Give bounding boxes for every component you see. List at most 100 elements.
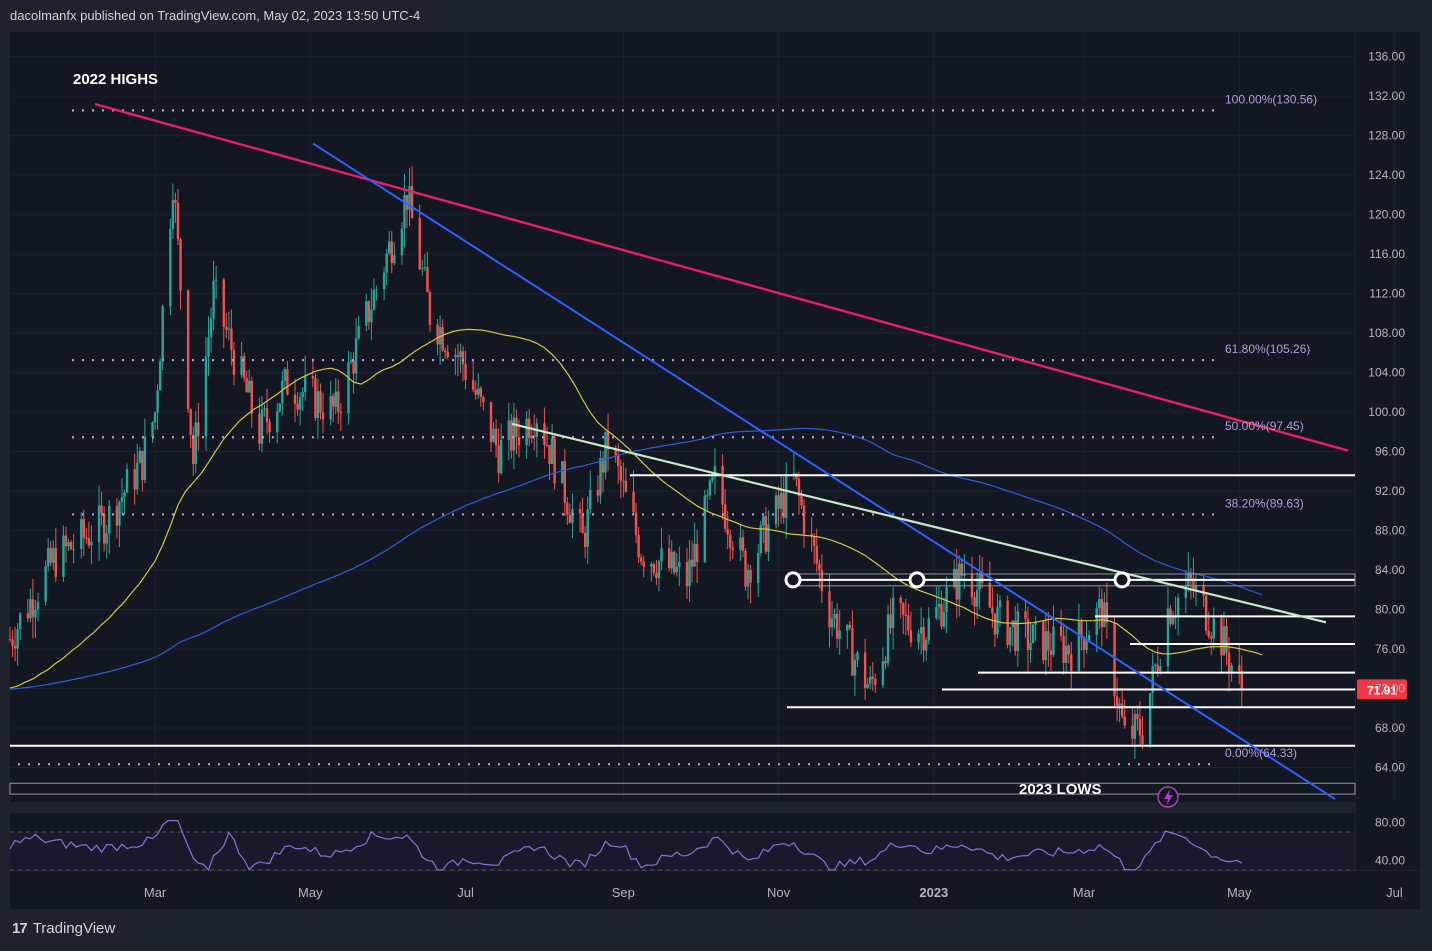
- candle-body: [72, 548, 75, 550]
- candle-body: [138, 450, 141, 463]
- candle-body: [225, 326, 228, 330]
- candle-body: [675, 567, 678, 573]
- candle-body: [1059, 626, 1063, 636]
- candle-body: [31, 599, 35, 618]
- candle-body: [375, 289, 378, 291]
- candle-body: [332, 396, 335, 407]
- candle-body: [642, 561, 645, 567]
- candle-body: [403, 194, 406, 229]
- candle-body: [222, 279, 225, 327]
- candle-body: [741, 537, 745, 551]
- candle-body: [316, 391, 320, 418]
- lows-annotation: 2023 LOWS: [1019, 781, 1102, 798]
- candle-body: [329, 396, 332, 420]
- candle-body: [268, 422, 271, 433]
- labels: 100.00%(130.56) 61.80%(105.26) 50.00%(97.4…: [73, 71, 1407, 808]
- candle-body: [123, 492, 126, 498]
- axes: 136.00 132.00 128.00 124.00 120.00 116.00 112.…: [144, 50, 1405, 900]
- candle-body: [660, 548, 663, 562]
- candle-body: [525, 418, 528, 446]
- candle-body: [1220, 618, 1223, 656]
- candle-body: [258, 413, 261, 444]
- time-tick-label: May: [298, 885, 323, 900]
- candle-body: [194, 422, 197, 465]
- candle-body: [136, 462, 139, 490]
- candle-body: [586, 509, 589, 547]
- touch-marker: [908, 571, 926, 589]
- candle-body: [667, 548, 671, 569]
- candle-body: [446, 351, 449, 358]
- candle-body: [891, 597, 895, 629]
- fib-level-label: 38.20%(89.63): [1225, 496, 1304, 510]
- candle-body: [8, 639, 12, 641]
- candle-body: [319, 391, 322, 413]
- price-tick-label: 84.00: [1375, 563, 1405, 577]
- candle-body: [64, 535, 68, 547]
- candle-body: [869, 676, 872, 685]
- candle-body: [634, 512, 638, 535]
- candle-body: [637, 534, 640, 558]
- candle-body: [250, 380, 253, 414]
- candle-body: [352, 360, 355, 374]
- candle-body: [18, 613, 22, 630]
- candle-body: [382, 272, 386, 290]
- candle-body: [11, 639, 14, 646]
- candle-body: [405, 194, 409, 210]
- candle-body: [568, 514, 572, 523]
- candle-body: [334, 391, 337, 407]
- rsi-line: [9, 819, 1243, 872]
- candle-body: [489, 402, 493, 443]
- candle-body: [729, 534, 732, 548]
- fib-level-label: 0.00%(64.33): [1225, 746, 1297, 760]
- brand-name[interactable]: TradingView: [32, 920, 116, 937]
- candle-body: [907, 615, 910, 631]
- candle-body: [1123, 716, 1126, 726]
- candle-body: [655, 572, 658, 579]
- candle-body: [1207, 630, 1210, 637]
- candle-body: [153, 412, 157, 423]
- price-tick-label: 72.00: [1375, 681, 1405, 695]
- candle-body: [54, 548, 58, 577]
- candle-body: [151, 422, 154, 437]
- candle-body: [874, 678, 877, 685]
- candle-body: [639, 557, 643, 562]
- candle-body: [517, 436, 521, 446]
- candle-body: [354, 338, 358, 374]
- candle-body: [174, 199, 177, 203]
- candle-body: [935, 607, 938, 619]
- candle-body: [782, 492, 785, 518]
- candle-body: [461, 351, 465, 365]
- candle-body: [899, 597, 902, 604]
- candle-body: [960, 563, 964, 576]
- candle-body: [133, 469, 136, 490]
- candle-body: [1131, 725, 1134, 739]
- candle-body: [723, 504, 727, 529]
- price-tick-label: 112.00: [1369, 287, 1405, 301]
- candle-body: [762, 516, 765, 526]
- candle-body: [1171, 617, 1175, 625]
- price-tick-label: 124.00: [1368, 168, 1405, 182]
- candle-body: [438, 327, 442, 345]
- candle-body: [276, 411, 279, 433]
- candle-body: [963, 573, 966, 576]
- candle-body: [566, 502, 569, 515]
- candle-body: [1212, 618, 1215, 639]
- footer: 17 TradingView: [12, 920, 115, 937]
- candle-body: [1103, 602, 1106, 628]
- candle-body: [278, 403, 281, 412]
- candle-body: [507, 420, 511, 440]
- price-tick-label: 104.00: [1368, 366, 1405, 380]
- candle-body: [454, 355, 457, 358]
- candle-body: [1080, 621, 1083, 638]
- candle-body: [171, 199, 175, 229]
- candle-body: [533, 435, 536, 437]
- price-tick-label: 76.00: [1375, 642, 1405, 656]
- candle-body: [614, 449, 617, 456]
- candle-body: [988, 582, 992, 608]
- candle-body: [456, 355, 460, 357]
- candle-body: [464, 364, 467, 380]
- candle-body: [214, 279, 218, 281]
- candle-body: [952, 568, 956, 588]
- candle-body: [1136, 714, 1139, 720]
